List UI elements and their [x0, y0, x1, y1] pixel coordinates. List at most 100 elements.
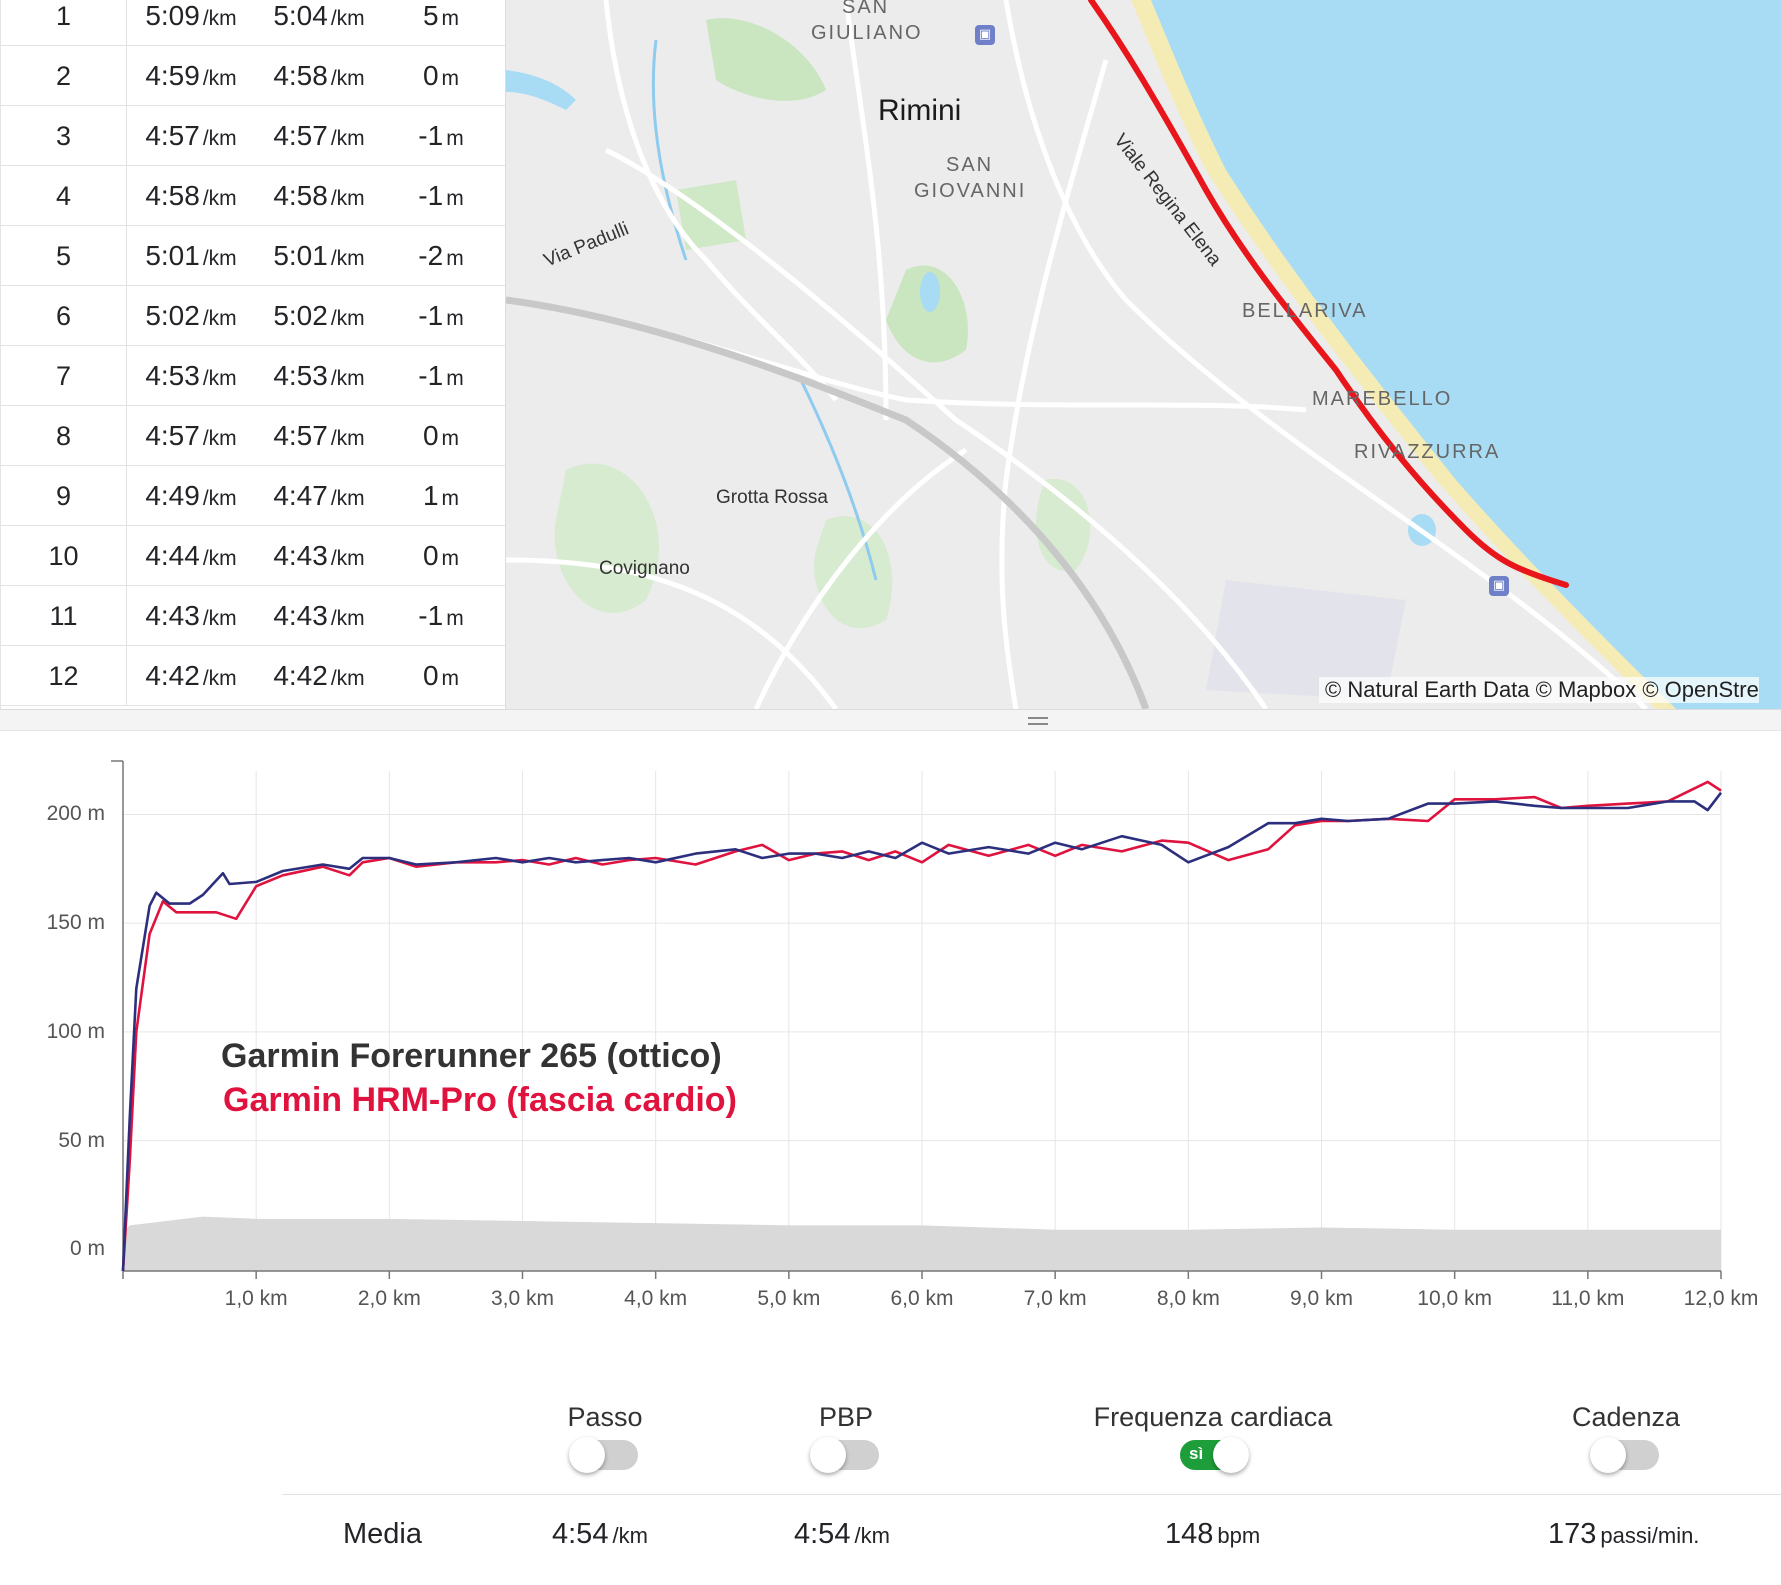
map-label-grotta-rossa: Grotta Rossa — [716, 487, 828, 508]
route-line[interactable] — [1088, 0, 1569, 588]
summary-label: Media — [343, 1518, 422, 1550]
split-elevation-value: 0 — [422, 540, 439, 571]
split-pace-value: 4:57 — [145, 120, 200, 151]
split-gap-unit: /km — [330, 247, 365, 270]
toggle-knob[interactable] — [569, 1437, 605, 1473]
split-km: 10 — [1, 526, 127, 586]
split-gap-value: 4:57 — [273, 120, 328, 151]
map-lake — [920, 272, 940, 312]
map-label-rivazzurra: RIVAZZURRA — [1354, 441, 1501, 463]
split-row[interactable]: 6 5:02/km 5:02/km -1 m — [1, 286, 506, 346]
resize-divider[interactable] — [0, 709, 1781, 731]
metric-toggle-switch[interactable] — [569, 1437, 638, 1473]
split-elevation-value: -1 — [418, 180, 444, 211]
split-row[interactable]: 8 4:57/km 4:57/km 0 m — [1, 406, 506, 466]
split-elevation: -1 m — [401, 286, 481, 349]
split-row[interactable]: 1 5:09/km 5:04/km 5 m — [1, 0, 506, 46]
split-row[interactable]: 12 4:42/km 4:42/km 0 m — [1, 646, 506, 706]
split-gap-unit: /km — [330, 127, 365, 150]
map-river — [506, 70, 576, 110]
split-gap: 5:02/km — [255, 286, 383, 349]
map-canvas[interactable] — [506, 0, 1781, 709]
split-km-value: 1 — [55, 1, 72, 31]
split-elevation-value: -2 — [418, 240, 444, 271]
split-elevation-unit: m — [441, 487, 460, 510]
map-park — [814, 516, 893, 629]
split-km: 6 — [1, 286, 127, 346]
split-km: 1 — [1, 0, 127, 46]
metric-toggle-group: Passo — [455, 1402, 755, 1433]
elevation-area — [123, 1216, 1721, 1271]
split-row[interactable]: 5 5:01/km 5:01/km -2 m — [1, 226, 506, 286]
x-tick-label: 4,0 km — [624, 1287, 688, 1310]
route-map[interactable]: SAN GIULIANO ▣ Rimini SAN GIOVANNI Viale… — [505, 0, 1781, 709]
split-gap-value: 4:57 — [273, 420, 328, 451]
drag-handle-icon[interactable] — [1028, 717, 1048, 725]
split-elevation-unit: m — [446, 367, 464, 390]
map-attribution[interactable]: © Natural Earth Data © Mapbox © OpenStre — [1319, 677, 1759, 703]
split-elevation-unit: m — [446, 187, 464, 210]
legend-forerunner: Garmin Forerunner 265 (ottico) — [221, 1037, 722, 1075]
toggle-knob[interactable] — [1590, 1437, 1626, 1473]
split-row[interactable]: 7 4:53/km 4:53/km -1 m — [1, 346, 506, 406]
split-km-value: 9 — [55, 481, 72, 511]
split-pace-unit: /km — [202, 427, 237, 450]
split-elevation-unit: m — [446, 607, 464, 630]
y-tick-label: 200 m — [46, 802, 105, 826]
split-km-value: 5 — [55, 241, 72, 271]
heart-rate-chart[interactable]: 0 m 50 m 100 m 150 m 200 m 1,0 km 2,0 km 3,0 k… — [0, 731, 1781, 1331]
y-tick-label: 100 m — [46, 1019, 105, 1043]
split-gap-value: 4:42 — [273, 660, 328, 691]
split-gap: 4:43/km — [255, 586, 383, 649]
split-elevation-value: 5 — [422, 0, 439, 31]
split-row[interactable]: 9 4:49/km 4:47/km 1 m — [1, 466, 506, 526]
split-elevation: -1 m — [401, 166, 481, 229]
toggle-knob[interactable] — [810, 1437, 846, 1473]
split-gap-unit: /km — [330, 667, 365, 690]
split-gap: 4:57/km — [255, 406, 383, 469]
x-tick-label: 12,0 km — [1683, 1287, 1759, 1310]
map-label-covignano: Covignano — [599, 558, 690, 579]
chart-canvas[interactable] — [0, 731, 1781, 1331]
split-row[interactable]: 3 4:57/km 4:57/km -1 m — [1, 106, 506, 166]
x-tick-label: 2,0 km — [357, 1287, 421, 1310]
map-park — [706, 18, 826, 101]
split-pace-value: 4:59 — [145, 60, 200, 91]
split-elevation-unit: m — [446, 127, 464, 150]
avg-gap-unit: /km — [854, 1523, 890, 1548]
split-pace-unit: /km — [202, 547, 237, 570]
avg-gap: 4:54/km — [794, 1518, 890, 1551]
split-elevation: -1 m — [401, 346, 481, 409]
toggle-on-text: sì — [1189, 1444, 1204, 1463]
split-row[interactable]: 4 4:58/km 4:58/km -1 m — [1, 166, 506, 226]
split-pace-unit: /km — [202, 307, 237, 330]
avg-pace-unit: /km — [612, 1523, 648, 1548]
avg-cadence-value: 173 — [1548, 1518, 1597, 1550]
metric-toggle-switch[interactable] — [810, 1437, 879, 1473]
split-gap-unit: /km — [330, 427, 365, 450]
split-pace-unit: /km — [202, 487, 237, 510]
split-km-value: 7 — [55, 361, 72, 391]
split-gap: 5:04/km — [255, 0, 383, 49]
split-gap-value: 5:02 — [273, 300, 328, 331]
avg-hr-unit: bpm — [1217, 1523, 1261, 1548]
split-pace: 4:43/km — [127, 586, 255, 649]
split-pace: 5:09/km — [127, 0, 255, 49]
metric-toggle-switch[interactable] — [1590, 1437, 1659, 1473]
metric-toggle-switch[interactable]: sì — [1180, 1437, 1249, 1473]
split-gap-value: 4:58 — [273, 60, 328, 91]
split-gap: 4:53/km — [255, 346, 383, 409]
toggle-knob[interactable] — [1213, 1437, 1249, 1473]
split-row[interactable]: 11 4:43/km 4:43/km -1 m — [1, 586, 506, 646]
split-elevation-unit: m — [441, 427, 460, 450]
series-line-hrm-pro — [121, 780, 1722, 1272]
split-gap: 4:57/km — [255, 106, 383, 169]
split-row[interactable]: 10 4:44/km 4:43/km 0 m — [1, 526, 506, 586]
split-gap-unit: /km — [330, 607, 365, 630]
y-tick-label: 50 m — [58, 1128, 105, 1152]
metric-toggle-group: Frequenza cardiaca — [1063, 1402, 1363, 1433]
split-gap: 4:47/km — [255, 466, 383, 529]
split-row[interactable]: 2 4:59/km 4:58/km 0 m — [1, 46, 506, 106]
split-gap: 4:43/km — [255, 526, 383, 589]
